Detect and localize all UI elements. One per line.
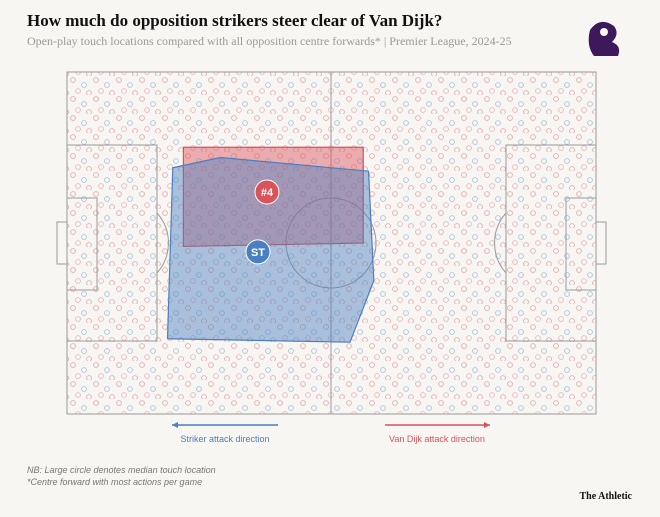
chart-subtitle: Open-play touch locations compared with … <box>27 34 512 48</box>
source: The Athletic <box>580 491 633 502</box>
annotation: Van Dijk attack direction <box>389 434 485 444</box>
annotation: Striker attack direction <box>180 434 269 444</box>
chart-title: How much do opposition strikers steer cl… <box>27 11 442 30</box>
median-marker <box>245 239 271 265</box>
median-marker <box>254 179 280 205</box>
note: *Centre forward with most actions per ga… <box>27 477 202 487</box>
direction-arrows <box>172 422 490 428</box>
median-label: ST <box>251 247 265 259</box>
touch-hull <box>166 156 375 343</box>
pitch <box>56 71 607 415</box>
note: NB: Large circle denotes median touch lo… <box>27 465 216 475</box>
median-label: #4 <box>261 187 274 199</box>
logo <box>588 21 620 56</box>
